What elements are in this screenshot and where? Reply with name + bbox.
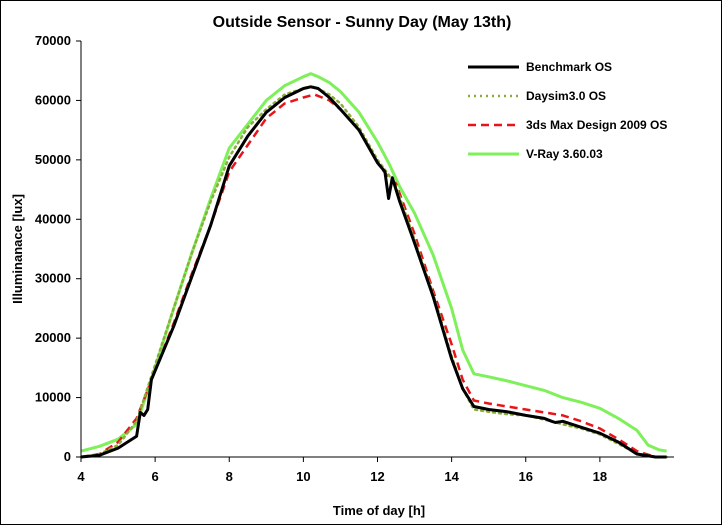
legend-label: V-Ray 3.60.03 [526, 147, 603, 161]
y-tick-label: 30000 [35, 271, 71, 286]
axes-group: 0 10000 20000 30000 40000 50000 60000 70000 4 6 8 1… [35, 33, 674, 484]
series-group [79, 72, 668, 459]
x-tick-label: 12 [370, 469, 384, 484]
x-tick-label: 10 [296, 469, 310, 484]
x-tick-label: 14 [444, 469, 459, 484]
plot-area [81, 41, 674, 457]
x-tick-label: 16 [519, 469, 533, 484]
y-tick-label: 50000 [35, 152, 71, 167]
x-tick-label: 6 [152, 469, 159, 484]
legend-label: 3ds Max Design 2009 OS [526, 118, 667, 132]
y-tick-label: 40000 [35, 211, 71, 226]
y-tick-label: 10000 [35, 390, 71, 405]
y-tick-label: 0 [64, 449, 71, 464]
y-tick-label: 70000 [35, 33, 71, 48]
x-tick-label: 8 [226, 469, 233, 484]
y-tick-label: 60000 [35, 92, 71, 107]
y-axis-label: Illuminanace [lux] [10, 194, 25, 304]
series-line-benchmark-os [80, 85, 667, 459]
plot-background [81, 41, 674, 457]
legend-label: Daysim3.0 OS [526, 89, 606, 103]
legend-label: Benchmark OS [526, 60, 612, 74]
x-tick-label: 4 [77, 469, 85, 484]
chart-title: Outside Sensor - Sunny Day (May 13th) [213, 14, 512, 31]
y-tick-label: 20000 [35, 330, 71, 345]
legend: Benchmark OS Daysim3.0 OS 3ds Max Design 2… [468, 60, 667, 161]
x-tick-label: 18 [593, 469, 607, 484]
x-axis-label: Time of day [h] [333, 503, 425, 518]
